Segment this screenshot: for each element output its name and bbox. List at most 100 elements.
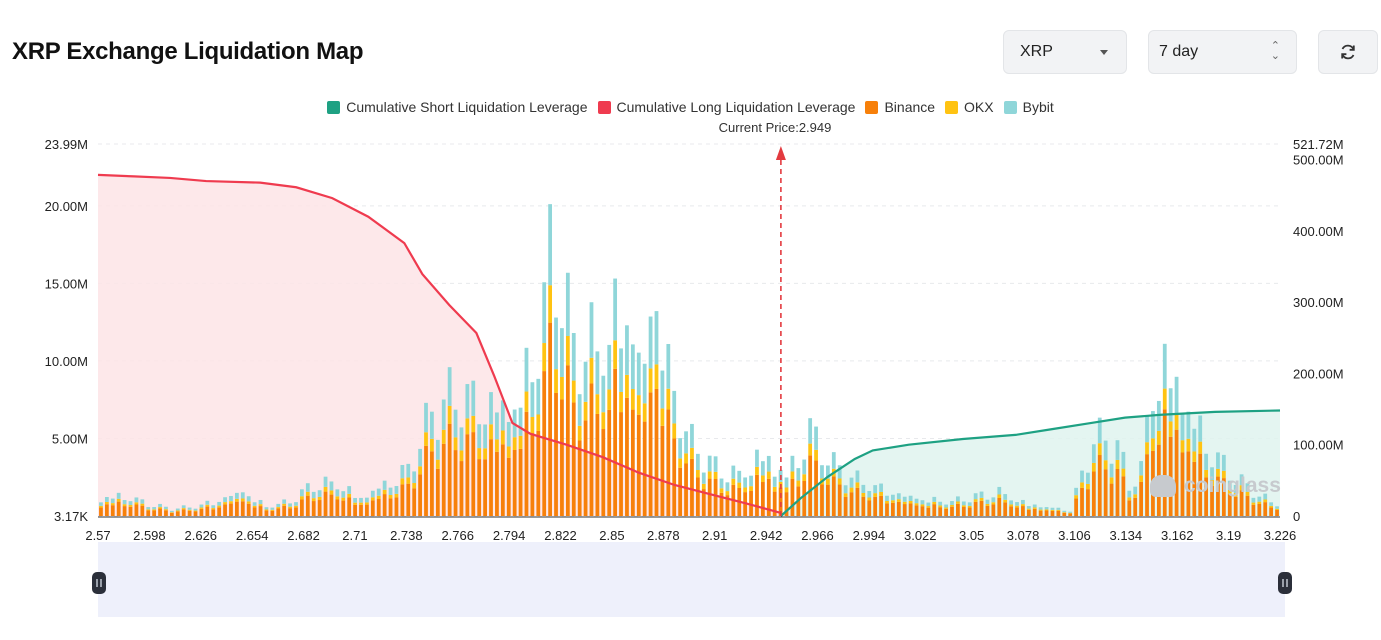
bar-bybit	[755, 449, 759, 467]
zoom-handle-left[interactable]	[92, 572, 106, 594]
bar-okx	[500, 430, 505, 445]
bar-bybit	[1056, 507, 1061, 510]
x-tick-label: 3.162	[1161, 528, 1194, 540]
bar-okx	[240, 498, 245, 502]
bar-bybit	[1233, 484, 1238, 494]
bar-bybit	[796, 468, 801, 481]
bar-binance	[305, 495, 310, 516]
bar-bybit	[926, 502, 931, 507]
refresh-button[interactable]	[1318, 30, 1378, 74]
y-left-tick-label: 15.00M	[45, 276, 88, 291]
bar-binance	[217, 507, 222, 516]
bar-okx	[1062, 512, 1067, 513]
bar-bybit	[1239, 474, 1244, 486]
bar-okx	[920, 504, 925, 507]
bar-bybit	[1133, 486, 1138, 495]
bar-okx	[743, 487, 748, 493]
legend-label: Bybit	[1022, 99, 1054, 115]
bar-okx	[140, 503, 145, 506]
bar-bybit	[524, 347, 529, 392]
bar-okx	[1269, 505, 1274, 508]
bar-okx	[418, 466, 422, 475]
legend-swatch	[865, 100, 879, 114]
bar-binance	[1127, 500, 1132, 516]
bar-bybit	[370, 490, 375, 498]
bar-bybit	[234, 492, 239, 499]
bar-binance	[276, 508, 281, 516]
bar-okx	[1068, 512, 1073, 514]
bar-binance	[1103, 469, 1108, 516]
bar-okx	[885, 501, 889, 504]
legend-item[interactable]: Cumulative Long Liquidation Leverage	[597, 99, 855, 115]
bar-bybit	[1168, 388, 1173, 422]
bar-binance	[695, 477, 700, 516]
bar-binance	[1050, 510, 1055, 516]
legend-item[interactable]: Binance	[865, 99, 935, 115]
bar-bybit	[843, 485, 848, 494]
bar-okx	[908, 500, 913, 504]
bar-okx	[453, 437, 458, 451]
bar-binance	[388, 498, 393, 516]
bar-okx	[246, 501, 251, 504]
bar-bybit	[814, 426, 818, 450]
bar-okx	[790, 471, 795, 479]
x-tick-label: 2.91	[702, 528, 727, 540]
bar-binance	[707, 478, 712, 516]
bar-binance	[158, 508, 162, 516]
bar-bybit	[1186, 411, 1191, 439]
bar-bybit	[300, 489, 304, 497]
zoom-slider[interactable]	[98, 542, 1285, 617]
bar-okx	[565, 336, 570, 366]
bar-bybit	[110, 498, 115, 504]
bar-bybit	[506, 422, 511, 447]
bar-binance	[1109, 483, 1114, 516]
bar-okx	[654, 364, 659, 389]
bar-binance	[134, 504, 139, 516]
bar-bybit	[459, 427, 464, 451]
bar-bybit	[388, 487, 393, 496]
bar-binance	[548, 322, 553, 516]
bar-binance	[1257, 503, 1262, 516]
legend-item[interactable]: Bybit	[1003, 99, 1054, 115]
bar-binance	[855, 487, 860, 516]
bar-bybit	[495, 412, 499, 440]
coin-select[interactable]: XRP	[1003, 30, 1127, 74]
bar-bybit	[264, 507, 269, 510]
zoom-handle-right[interactable]	[1278, 572, 1292, 594]
bar-bybit	[932, 496, 937, 502]
bar-okx	[276, 507, 281, 509]
legend-item[interactable]: OKX	[945, 99, 994, 115]
bar-bybit	[1127, 490, 1132, 498]
bar-okx	[625, 374, 629, 398]
bar-bybit	[193, 508, 198, 511]
x-tick-label: 2.71	[342, 528, 367, 540]
bar-binance	[1021, 506, 1025, 516]
bar-okx	[690, 447, 694, 459]
bar-binance	[1133, 497, 1138, 516]
bar-binance	[199, 508, 204, 516]
bar-okx	[583, 401, 588, 421]
legend-item[interactable]: Cumulative Short Liquidation Leverage	[327, 99, 588, 115]
bar-binance	[879, 495, 883, 516]
bar-okx	[311, 498, 316, 502]
chart-legend: Cumulative Short Liquidation Leverage Cum…	[0, 99, 1381, 115]
bar-okx	[169, 512, 174, 513]
bar-binance	[630, 409, 635, 516]
bar-bybit	[684, 431, 688, 454]
bar-bybit	[489, 392, 493, 425]
bar-binance	[175, 511, 180, 516]
bar-okx	[353, 502, 357, 505]
bar-okx	[731, 478, 736, 485]
range-select[interactable]: 7 day ⌃ ⌄	[1148, 30, 1297, 74]
bar-bybit	[749, 475, 753, 487]
bar-bybit	[317, 490, 322, 497]
bar-bybit	[353, 497, 357, 503]
bar-bybit	[152, 507, 157, 510]
bar-binance	[1139, 481, 1144, 516]
bar-okx	[400, 478, 405, 485]
bar-binance	[1056, 510, 1061, 516]
bar-okx	[666, 388, 671, 410]
bar-bybit	[430, 411, 434, 439]
bar-bybit	[831, 452, 836, 469]
bar-okx	[199, 507, 204, 509]
